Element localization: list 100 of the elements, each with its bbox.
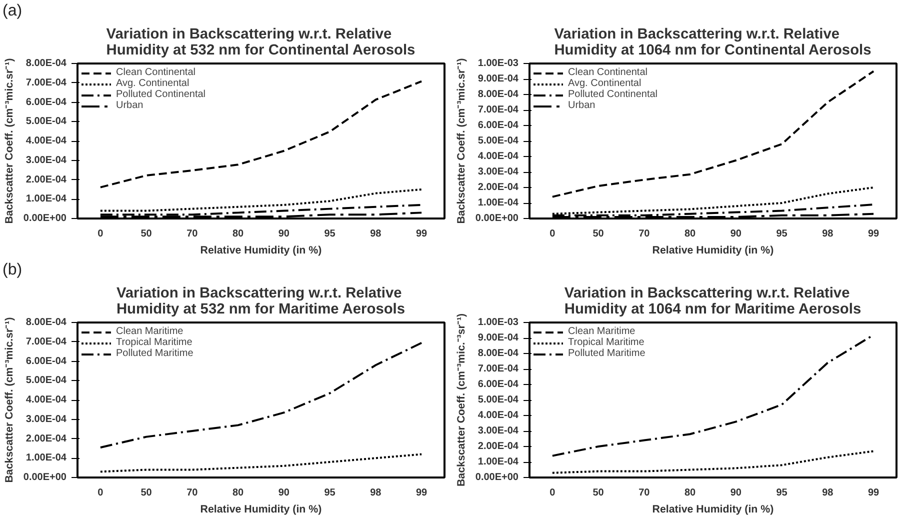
y-tick-label: 2.00E-04 [478, 182, 519, 193]
y-tick-label: 8.00E-04 [26, 58, 67, 69]
x-tick-label: 70 [186, 488, 198, 498]
y-tick-label: 5.00E-04 [26, 375, 67, 386]
x-tick-label: 90 [730, 228, 742, 240]
y-tick-label: 4.00E-04 [478, 151, 519, 162]
x-axis-title: Relative Humidity (in %) [652, 504, 774, 516]
x-tick-label: 70 [638, 488, 650, 498]
chart-title: Variation in Backscattering w.r.t. Relative Humidity at 532 nm for Maritime Aerosols [116, 286, 406, 318]
legend-label: Polluted Maritime [116, 348, 194, 359]
y-tick-label: 7.00E-04 [26, 77, 67, 88]
x-tick-label: 99 [868, 488, 880, 498]
x-tick-label: 95 [776, 488, 788, 498]
x-tick-label: 95 [324, 228, 336, 240]
chart-title: Variation in Backscattering w.r.t. Relative Humidity at 1064 nm for Maritime Aerosols [564, 286, 862, 318]
y-tick-label: 1.00E-03 [478, 58, 519, 69]
y-tick-label: 8.00E-04 [478, 89, 519, 100]
legend-label: Clean Maritime [116, 326, 184, 337]
x-tick-label: 0 [98, 488, 104, 498]
y-tick-label: 7.00E-04 [478, 364, 519, 374]
y-tick-label: 8.00E-04 [26, 317, 67, 328]
x-tick-label: 70 [638, 228, 650, 240]
y-tick-label: 6.00E-04 [26, 356, 67, 367]
y-tick-label: 7.00E-04 [26, 336, 67, 348]
y-tick-label: 5.00E-04 [478, 394, 519, 406]
legend-label: Polluted Maritime [568, 348, 646, 359]
x-tick-label: 50 [140, 488, 152, 498]
y-axis-title: Backscatter Coeff. (cm⁻³mic.sr⁻¹) [455, 58, 468, 224]
y-tick-label: 6.00E-04 [478, 120, 519, 131]
text: (a) [2, 2, 22, 20]
x-tick-label: 98 [822, 228, 834, 240]
x-tick-label: 0 [550, 228, 556, 240]
y-tick-label: 3.00E-04 [26, 414, 67, 425]
x-tick-label: 98 [370, 228, 382, 240]
x-axis-title: Relative Humidity (in %) [200, 244, 322, 256]
y-tick-label: 7.00E-04 [478, 104, 519, 116]
y-tick-label: 3.00E-04 [26, 154, 67, 166]
x-tick-label: 98 [822, 488, 834, 498]
x-tick-label: 50 [592, 488, 604, 498]
x-axis-title: Relative Humidity (in %) [200, 504, 322, 516]
y-tick-label: 0.00E+00 [23, 213, 67, 224]
y-tick-label: 2.00E-04 [478, 441, 519, 452]
x-tick-label: 90 [278, 488, 290, 498]
y-tick-label: 8.00E-04 [478, 348, 519, 359]
x-tick-label: 50 [592, 228, 604, 240]
legend-label: Clean Continental [568, 67, 648, 78]
x-tick-label: 0 [98, 228, 104, 240]
y-tick-label: 2.00E-04 [26, 174, 67, 186]
y-tick-label: 1.00E-04 [26, 452, 67, 464]
y-tick-label: 1.00E-04 [478, 198, 519, 208]
y-tick-label: 4.00E-04 [26, 394, 67, 406]
legend-label: Avg. Continental [568, 78, 642, 89]
legend-label: Clean Maritime [568, 326, 636, 337]
x-tick-label: 98 [370, 488, 382, 498]
legend-label: Polluted Continental [568, 89, 658, 100]
x-tick-label: 80 [684, 488, 696, 498]
y-tick-label: 1.00E-04 [26, 194, 67, 205]
legend-label: Clean Continental [116, 67, 196, 78]
y-tick-label: 0.00E+00 [475, 213, 519, 224]
text: (b) [2, 262, 22, 278]
x-tick-label: 99 [416, 488, 428, 498]
x-tick-label: 80 [232, 488, 244, 498]
x-tick-label: 50 [140, 228, 152, 240]
legend-label: Tropical Maritime [116, 337, 192, 348]
y-tick-label: 1.00E-03 [478, 317, 519, 328]
y-tick-label: 6.00E-04 [478, 379, 519, 390]
y-tick-label: 3.00E-04 [478, 166, 519, 178]
y-tick-label: 5.00E-04 [26, 116, 67, 128]
x-tick-label: 90 [730, 488, 742, 498]
x-tick-label: 90 [278, 228, 290, 240]
y-tick-label: 0.00E+00 [23, 472, 67, 483]
x-tick-label: 80 [684, 228, 696, 240]
y-axis-title: Backscatter Coeff. (cm⁻³mic.⁻³sr⁻¹) [455, 313, 468, 487]
y-tick-label: 9.00E-04 [478, 332, 519, 344]
y-tick-label: 4.00E-04 [478, 410, 519, 421]
legend-label: Avg. Continental [116, 78, 190, 89]
legend-label: Urban [116, 100, 144, 111]
x-axis-title: Relative Humidity (in %) [652, 244, 774, 256]
x-tick-label: 70 [186, 228, 198, 240]
y-tick-label: 0.00E+00 [475, 472, 519, 483]
x-tick-label: 0 [550, 488, 556, 498]
y-tick-label: 3.00E-04 [478, 426, 519, 436]
x-tick-label: 95 [324, 488, 336, 498]
y-tick-label: 5.00E-04 [478, 136, 519, 146]
y-tick-label: 4.00E-04 [26, 136, 67, 146]
y-tick-label: 2.00E-04 [26, 433, 67, 444]
legend-label: Urban [568, 100, 596, 111]
x-tick-label: 95 [776, 228, 788, 240]
y-tick-label: 9.00E-04 [478, 74, 519, 84]
chart-title: Variation in Backscattering w.r.t. Relative Humidity at 1064 nm for Continental Aerosols [554, 26, 872, 58]
x-tick-label: 99 [868, 228, 880, 240]
y-axis-title: Backscatter Coeff. (cm⁻³mic.sr⁻¹) [3, 316, 16, 483]
y-tick-label: 1.00E-04 [478, 456, 519, 468]
y-axis-title: Backscatter Coeff. (cm⁻³mic.sr⁻¹) [3, 58, 16, 224]
y-tick-label: 6.00E-04 [26, 96, 67, 108]
chart-title: Variation in Backscattering w.r.t. Relative Humidity at 532 nm for Continental Aerosols [106, 26, 416, 58]
legend-label: Tropical Maritime [568, 337, 644, 348]
x-tick-label: 99 [416, 228, 428, 240]
x-tick-label: 80 [232, 228, 244, 240]
legend-label: Polluted Continental [116, 89, 206, 100]
